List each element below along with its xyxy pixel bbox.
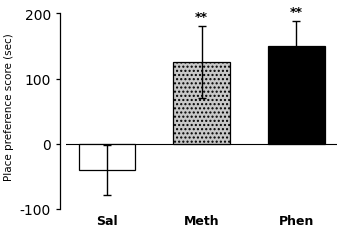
- Y-axis label: Place preference score (sec): Place preference score (sec): [4, 33, 14, 180]
- Bar: [173, 63, 230, 144]
- Bar: [79, 144, 135, 170]
- Bar: [268, 47, 325, 144]
- Text: **: **: [290, 6, 303, 19]
- Text: **: **: [195, 11, 208, 24]
